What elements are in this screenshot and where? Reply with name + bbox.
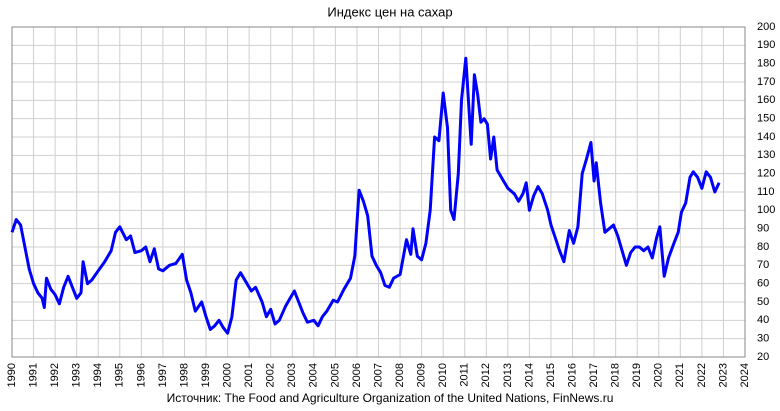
x-tick-label: 2002: [265, 363, 277, 387]
y-tick-label: 180: [757, 58, 775, 70]
x-tick-label: 2012: [480, 363, 492, 387]
y-tick-label: 90: [757, 223, 769, 235]
y-tick-label: 50: [757, 296, 769, 308]
y-tick-label: 190: [757, 39, 775, 51]
chart-title: Индекс цен на сахар: [327, 4, 452, 19]
x-tick-label: 2023: [717, 363, 729, 387]
y-tick-label: 100: [757, 204, 775, 216]
x-tick-label: 2018: [610, 363, 622, 387]
x-tick-label: 1992: [49, 363, 61, 387]
x-tick-label: 2017: [588, 363, 600, 387]
y-tick-label: 130: [757, 149, 775, 161]
x-tick-label: 2001: [243, 363, 255, 387]
x-tick-label: 2007: [372, 363, 384, 387]
y-tick-label: 170: [757, 76, 775, 88]
x-tick-label: 2016: [566, 363, 578, 387]
x-tick-label: 1994: [92, 363, 104, 387]
x-tick-label: 2006: [351, 363, 363, 387]
source-note: Источник: The Food and Agriculture Organ…: [167, 391, 614, 405]
plot-frame: [11, 26, 746, 358]
x-tick-label: 2015: [545, 363, 557, 387]
x-tick-label: 2008: [394, 363, 406, 387]
x-tick-label: 2005: [329, 363, 341, 387]
x-tick-label: 2003: [286, 363, 298, 387]
x-tick-label: 1993: [71, 363, 83, 387]
y-tick-label: 80: [757, 241, 769, 253]
x-tick-label: 1991: [27, 363, 39, 387]
y-tick-label: 160: [757, 94, 775, 106]
x-tick-label: 1996: [135, 363, 147, 387]
line-series: [10, 56, 721, 335]
x-tick-label: 2020: [653, 363, 665, 387]
x-tick-label: 2004: [308, 363, 320, 387]
x-tick-label: 2014: [523, 363, 535, 387]
y-tick-label: 40: [757, 314, 769, 326]
y-tick-label: 30: [757, 333, 769, 345]
x-tick-label: 2000: [221, 363, 233, 387]
x-tick-label: 2011: [459, 363, 471, 387]
y-tick-label: 60: [757, 278, 769, 290]
x-tick-label: 1997: [157, 363, 169, 387]
x-tick-label: 1990: [6, 363, 18, 387]
x-tick-label: 2024: [739, 363, 751, 387]
x-tick-label: 2022: [696, 363, 708, 387]
x-tick-label: 2021: [674, 363, 686, 387]
x-tick-label: 1995: [114, 363, 126, 387]
y-tick-label: 150: [757, 113, 775, 125]
y-tick-label: 200: [757, 21, 775, 33]
x-tick-label: 1998: [178, 363, 190, 387]
y-tick-label: 110: [757, 186, 775, 198]
x-tick-label: 2009: [416, 363, 428, 387]
y-tick-label: 20: [757, 351, 769, 363]
x-tick-label: 2019: [631, 363, 643, 387]
x-tick-label: 2010: [437, 363, 449, 387]
y-tick-label: 70: [757, 259, 769, 271]
y-tick-label: 140: [757, 131, 775, 143]
y-tick-label: 120: [757, 168, 775, 180]
x-tick-label: 1999: [200, 363, 212, 387]
x-tick-label: 2013: [502, 363, 514, 387]
